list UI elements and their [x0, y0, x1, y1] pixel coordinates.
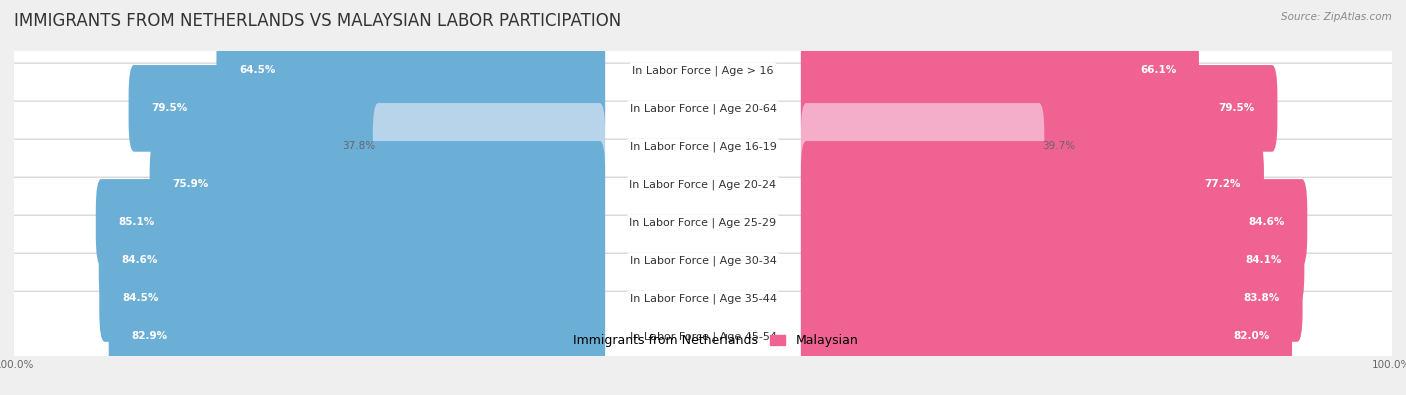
- FancyBboxPatch shape: [8, 215, 1398, 306]
- Text: 64.5%: 64.5%: [239, 65, 276, 75]
- Text: 83.8%: 83.8%: [1243, 293, 1279, 303]
- FancyBboxPatch shape: [8, 139, 1398, 229]
- Text: 84.5%: 84.5%: [122, 293, 159, 303]
- FancyBboxPatch shape: [801, 141, 1264, 228]
- Text: 66.1%: 66.1%: [1140, 65, 1177, 75]
- FancyBboxPatch shape: [8, 177, 1398, 268]
- FancyBboxPatch shape: [8, 253, 1398, 344]
- Text: 82.9%: 82.9%: [131, 331, 167, 342]
- FancyBboxPatch shape: [8, 63, 1398, 154]
- Text: 75.9%: 75.9%: [173, 179, 208, 190]
- Text: Source: ZipAtlas.com: Source: ZipAtlas.com: [1281, 12, 1392, 22]
- FancyBboxPatch shape: [128, 65, 605, 152]
- Text: 79.5%: 79.5%: [152, 103, 187, 113]
- Text: In Labor Force | Age 30-34: In Labor Force | Age 30-34: [630, 255, 776, 266]
- FancyBboxPatch shape: [98, 217, 605, 304]
- Text: 84.6%: 84.6%: [121, 256, 157, 265]
- Text: IMMIGRANTS FROM NETHERLANDS VS MALAYSIAN LABOR PARTICIPATION: IMMIGRANTS FROM NETHERLANDS VS MALAYSIAN…: [14, 12, 621, 30]
- FancyBboxPatch shape: [801, 255, 1302, 342]
- Text: 82.0%: 82.0%: [1233, 331, 1270, 342]
- Text: 84.1%: 84.1%: [1246, 256, 1282, 265]
- Text: 84.6%: 84.6%: [1249, 217, 1285, 228]
- Text: 79.5%: 79.5%: [1219, 103, 1254, 113]
- Text: In Labor Force | Age 45-54: In Labor Force | Age 45-54: [630, 331, 776, 342]
- FancyBboxPatch shape: [801, 179, 1308, 266]
- Text: In Labor Force | Age 20-64: In Labor Force | Age 20-64: [630, 103, 776, 114]
- Text: In Labor Force | Age 25-29: In Labor Force | Age 25-29: [630, 217, 776, 228]
- FancyBboxPatch shape: [373, 103, 605, 190]
- FancyBboxPatch shape: [149, 141, 605, 228]
- Text: In Labor Force | Age 16-19: In Labor Force | Age 16-19: [630, 141, 776, 152]
- FancyBboxPatch shape: [801, 103, 1045, 190]
- Legend: Immigrants from Netherlands, Malaysian: Immigrants from Netherlands, Malaysian: [543, 329, 863, 352]
- Text: In Labor Force | Age 20-24: In Labor Force | Age 20-24: [630, 179, 776, 190]
- FancyBboxPatch shape: [801, 27, 1199, 114]
- FancyBboxPatch shape: [96, 179, 605, 266]
- FancyBboxPatch shape: [801, 293, 1292, 380]
- Text: In Labor Force | Age 35-44: In Labor Force | Age 35-44: [630, 293, 776, 304]
- Text: 85.1%: 85.1%: [118, 217, 155, 228]
- Text: 77.2%: 77.2%: [1205, 179, 1241, 190]
- FancyBboxPatch shape: [801, 217, 1305, 304]
- FancyBboxPatch shape: [8, 101, 1398, 192]
- FancyBboxPatch shape: [801, 65, 1278, 152]
- FancyBboxPatch shape: [108, 293, 605, 380]
- FancyBboxPatch shape: [8, 291, 1398, 382]
- Text: 37.8%: 37.8%: [342, 141, 375, 151]
- Text: In Labor Force | Age > 16: In Labor Force | Age > 16: [633, 65, 773, 75]
- FancyBboxPatch shape: [100, 255, 605, 342]
- Text: 39.7%: 39.7%: [1042, 141, 1076, 151]
- FancyBboxPatch shape: [8, 25, 1398, 116]
- FancyBboxPatch shape: [217, 27, 605, 114]
